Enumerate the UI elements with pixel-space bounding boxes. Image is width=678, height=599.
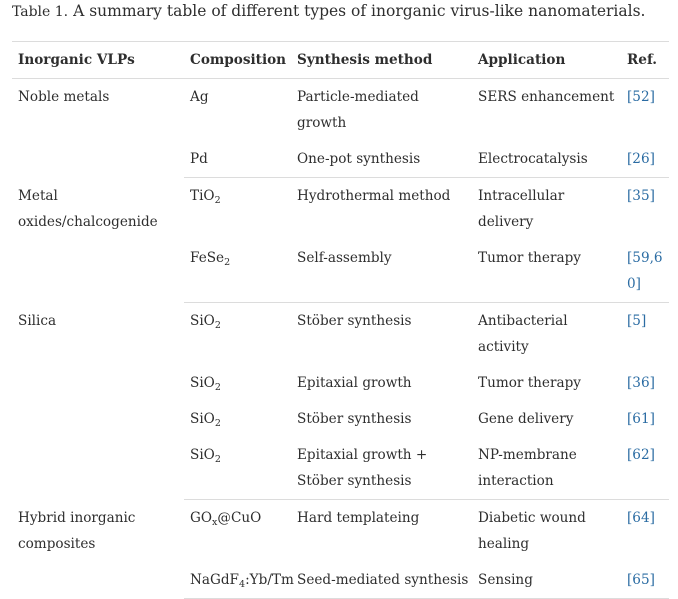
application-cell: Electrocatalysis: [472, 141, 621, 178]
composition-suffix: :Yb/Tm: [245, 572, 294, 588]
synthesis-method-cell: One-pot synthesis: [291, 141, 472, 178]
composition-cell: Ag: [184, 79, 291, 142]
application-cell: NP-membrane interaction: [472, 437, 621, 500]
reference-link[interactable]: [59,60]: [627, 250, 663, 292]
composition-cell: SiO2: [184, 401, 291, 437]
composition-subscript: 2: [214, 453, 221, 465]
reference-link[interactable]: [52]: [627, 89, 655, 105]
ref-cell: [52]: [621, 79, 669, 142]
composition-formula: SiO: [190, 375, 215, 391]
group-label: Metal oxides/chalcogenide: [18, 187, 158, 230]
synthesis-method-cell: Hydrothermal method: [297, 188, 451, 204]
header-application: Application: [472, 41, 621, 79]
synthesis-method-cell: Particle-mediated growth: [297, 89, 419, 131]
reference-link[interactable]: [61]: [627, 411, 655, 427]
composition-subscript: 2: [214, 319, 221, 331]
composition-formula: NaGdF: [190, 572, 239, 588]
ref-cell: [59,60]: [621, 240, 669, 303]
application-cell: Intracellular delivery: [478, 188, 565, 230]
ref-cell: [35]: [621, 178, 669, 241]
composition-subscript: 2: [214, 381, 221, 393]
composition-cell: SiO2: [184, 437, 291, 500]
table-row: SiO2 Stöber synthesis Gene delivery [61]: [12, 401, 669, 437]
header-composition: Composition: [184, 41, 291, 79]
table-label: Table 1.: [12, 4, 69, 20]
header-inorganic-vlps: Inorganic VLPs: [12, 41, 184, 79]
synthesis-method-cell: Epitaxial growth + Stöber synthesis: [291, 437, 472, 500]
application-cell: Antibacterial activity: [478, 313, 568, 355]
synthesis-method-cell: Stöber synthesis: [297, 313, 412, 329]
composition-formula: Ag: [190, 89, 209, 105]
reference-link[interactable]: [5]: [627, 313, 647, 329]
composition-formula: SiO: [190, 411, 215, 427]
synthesis-method-cell: Epitaxial growth: [297, 375, 412, 391]
ref-cell: [64]: [621, 500, 669, 563]
composition-cell: NaGdF4:Yb/Tm: [184, 562, 294, 599]
composition-formula: Pd: [190, 151, 208, 167]
ref-cell: [36]: [621, 365, 669, 401]
composition-formula: TiO: [190, 188, 215, 204]
group-label: Silica: [18, 312, 57, 329]
table-row: Metal oxides/chalcogenide TiO2 Hydrotherma…: [12, 178, 669, 241]
composition-formula: GO: [190, 510, 213, 526]
reference-link[interactable]: [36]: [627, 375, 655, 391]
synthesis-method-cell: Stöber synthesis: [297, 411, 412, 427]
caption-text: A summary table of different types of in…: [73, 2, 646, 20]
reference-link[interactable]: [26]: [627, 151, 655, 167]
application-cell: Sensing: [472, 562, 621, 599]
application-cell: Tumor therapy: [472, 240, 621, 303]
composition-subscript: 2: [224, 256, 231, 268]
table-row: Hybrid inorganic composites GOx@CuO Hard t…: [12, 500, 669, 563]
table-row: Silica SiO2 Stöber synthesis Antibacterial …: [12, 303, 669, 366]
reference-link[interactable]: [62]: [627, 447, 655, 463]
reference-link[interactable]: [64]: [627, 510, 655, 526]
composition-cell: Pd: [184, 141, 291, 178]
reference-link[interactable]: [65]: [627, 572, 655, 588]
header-row: Inorganic VLPs Composition Synthesis met…: [12, 41, 669, 79]
composition-subscript: 2: [214, 194, 221, 206]
composition-cell: SiO2: [184, 365, 291, 401]
composition-cell: FeSe2: [184, 240, 291, 303]
table-row: Pd One-pot synthesis Electrocatalysis [26]: [12, 141, 669, 178]
group-label: Noble metals: [18, 89, 110, 105]
composition-cell: SiO2: [184, 303, 291, 366]
table-row: SiO2 Epitaxial growth + Stöber synthesis N…: [12, 437, 669, 500]
ref-cell: [61]: [621, 401, 669, 437]
application-cell: Diabetic wound healing: [478, 510, 586, 552]
composition-subscript: x: [212, 516, 218, 528]
composition-suffix: @CuO: [217, 510, 262, 526]
composition-formula: FeSe: [190, 250, 225, 266]
ref-cell: [26]: [621, 141, 669, 178]
application-cell: SERS enhancement: [478, 89, 615, 105]
header-ref: Ref.: [621, 41, 669, 79]
composition-cell: GOx@CuO: [184, 500, 291, 563]
application-cell: Tumor therapy: [478, 375, 581, 391]
table-row: FeSe2 Self-assembly Tumor therapy [59,60]: [12, 240, 669, 303]
composition-subscript: 2: [214, 417, 221, 429]
ref-cell: [5]: [621, 303, 669, 366]
header-synthesis-method: Synthesis method: [291, 41, 472, 79]
ref-cell: [62]: [621, 437, 669, 500]
table-caption: Table 1. A summary table of different ty…: [12, 1, 645, 22]
synthesis-method-cell: Hard templateing: [297, 510, 420, 526]
composition-formula: SiO: [190, 447, 215, 463]
table-body: Noble metals Ag Particle-mediated growth SE…: [12, 79, 669, 599]
synthesis-method-cell: Seed-mediated synthesis: [291, 562, 472, 599]
group-label: Hybrid inorganic composites: [18, 509, 136, 552]
composition-cell: TiO2: [184, 178, 291, 241]
application-cell: Gene delivery: [478, 411, 574, 427]
composition-formula: SiO: [190, 313, 215, 329]
table-row: Noble metals Ag Particle-mediated growth SE…: [12, 79, 669, 142]
summary-table: Inorganic VLPs Composition Synthesis met…: [12, 41, 669, 599]
ref-cell: [65]: [621, 562, 669, 599]
table-row: SiO2 Epitaxial growth Tumor therapy [36]: [12, 365, 669, 401]
reference-link[interactable]: [35]: [627, 188, 655, 204]
synthesis-method-cell: Self-assembly: [291, 240, 472, 303]
